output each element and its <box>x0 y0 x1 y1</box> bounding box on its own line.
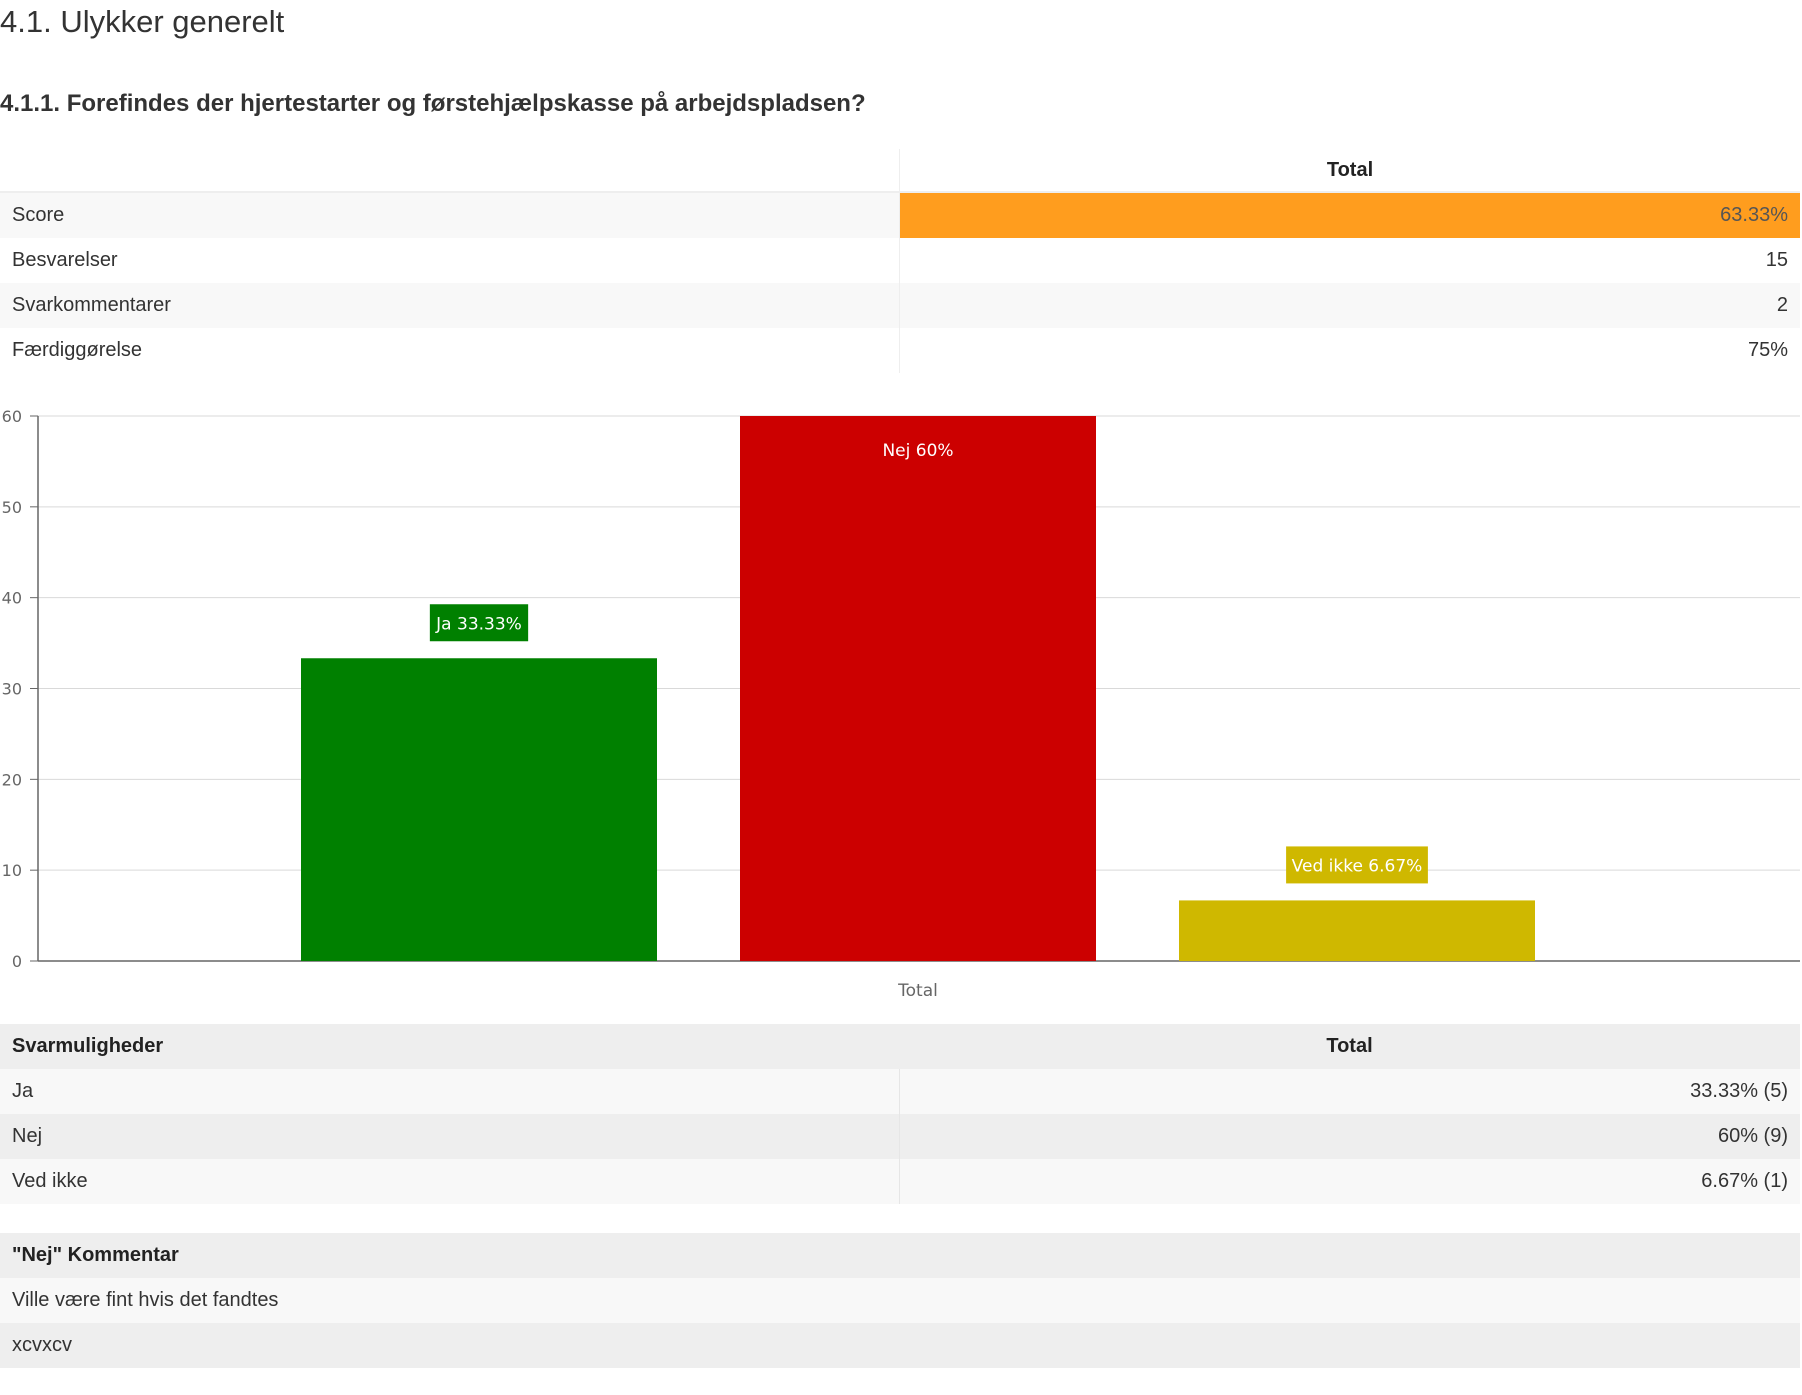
y-tick-label: 20 <box>2 770 22 789</box>
data-label: Nej 60% <box>882 441 953 461</box>
comment-text: xcvxcv <box>0 1323 1800 1368</box>
summary-header-empty <box>0 149 900 193</box>
answer-options-table: Svarmuligheder Total Ja 33.33% (5) Nej 6… <box>0 1024 1800 1204</box>
option-value: 6.67% (1) <box>898 1159 1800 1204</box>
summary-header-total: Total <box>899 149 1800 193</box>
data-label: Ja 33.33% <box>435 614 522 634</box>
option-label: Ja <box>0 1069 899 1114</box>
x-category-label: Total <box>897 981 938 1001</box>
summary-value: 15 <box>899 238 1800 283</box>
comments-header-row: "Nej" Kommentar <box>0 1233 1800 1278</box>
summary-header-row: Total <box>0 149 1800 193</box>
option-label: Ved ikke <box>0 1159 899 1204</box>
data-label-box <box>1286 846 1428 884</box>
bar-chart: 0 10 20 30 40 50 60 Ja 33.33% Nej 60% Ved ikke 6.… <box>2 407 1800 1001</box>
option-row: Ja 33.33% (5) <box>0 1069 1800 1114</box>
comments-header: "Nej" Kommentar <box>0 1233 1800 1278</box>
summary-label: Besvarelser <box>0 238 900 283</box>
option-label: Nej <box>0 1114 899 1159</box>
options-header-row: Svarmuligheder Total <box>0 1024 1800 1069</box>
question-title: 4.1.1. Forefindes der hjertestarter og f… <box>0 90 866 117</box>
comment-text: Ville være fint hvis det fandtes <box>0 1278 1800 1323</box>
options-header-label: Svarmuligheder <box>0 1024 899 1069</box>
data-label: Ved ikke 6.67% <box>1292 856 1423 876</box>
options-header-total: Total <box>899 1024 1800 1069</box>
y-tick-label: 10 <box>2 861 22 880</box>
y-tick-label: 30 <box>2 680 22 699</box>
summary-label: Færdiggørelse <box>0 328 900 373</box>
comment-row: xcvxcv <box>0 1323 1800 1368</box>
summary-label: Score <box>0 192 900 238</box>
option-value: 60% (9) <box>898 1114 1800 1159</box>
option-row: Ved ikke 6.67% (1) <box>0 1159 1800 1204</box>
summary-table: Total Score 63.33% Besvarelser 15 Svarko… <box>0 149 1800 373</box>
bar-ved-ikke <box>1179 900 1535 961</box>
summary-row-responses: Besvarelser 15 <box>0 238 1800 283</box>
summary-row-comments: Svarkommentarer 2 <box>0 283 1800 328</box>
y-tick-label: 0 <box>12 952 22 971</box>
y-tick-label: 50 <box>2 498 22 517</box>
summary-value: 2 <box>899 283 1800 328</box>
summary-value: 75% <box>899 328 1800 373</box>
section-title: 4.1. Ulykker generelt <box>0 4 285 39</box>
summary-row-score: Score 63.33% <box>0 192 1800 238</box>
data-label-box <box>429 604 529 642</box>
option-value: 33.33% (5) <box>898 1069 1800 1114</box>
score-value: 63.33% <box>899 192 1800 238</box>
comments-table: "Nej" Kommentar Ville være fint hvis det… <box>0 1233 1800 1368</box>
y-tick-label: 60 <box>2 407 22 426</box>
summary-row-completion: Færdiggørelse 75% <box>0 328 1800 373</box>
bar-nej <box>740 416 1096 961</box>
comment-row: Ville være fint hvis det fandtes <box>0 1278 1800 1323</box>
bar-ja <box>301 658 657 961</box>
y-tick-label: 40 <box>2 589 22 608</box>
summary-label: Svarkommentarer <box>0 283 900 328</box>
option-row: Nej 60% (9) <box>0 1114 1800 1159</box>
